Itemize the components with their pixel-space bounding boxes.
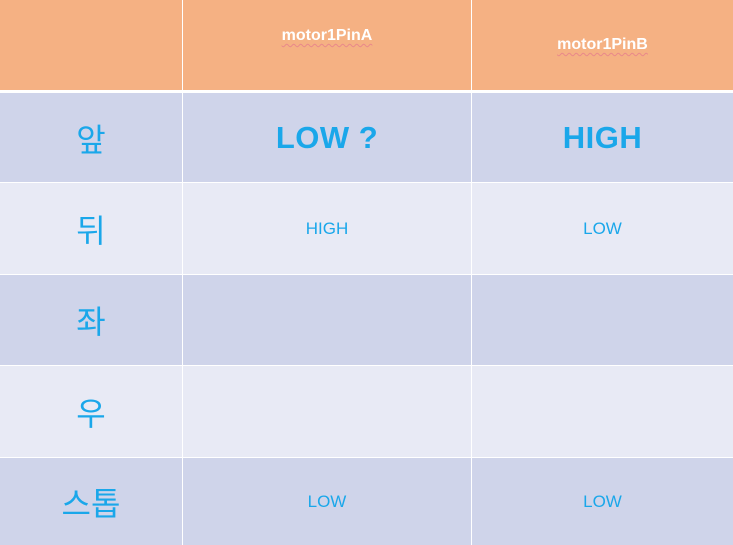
row-label-cell: 뒤: [0, 183, 183, 274]
cell-motor1pinb: LOW: [472, 183, 733, 274]
header-label-motor1pinb: motor1PinB: [557, 36, 648, 53]
row-label: 스톱: [61, 484, 121, 523]
cell-motor1pina: [183, 366, 472, 457]
table-row: 뒤 HIGH LOW: [0, 183, 733, 274]
row-label-cell: 앞: [0, 93, 183, 182]
cell-motor1pinb: [472, 366, 733, 457]
value-motor1pinb: LOW: [583, 218, 622, 238]
cell-motor1pinb: LOW: [472, 458, 733, 545]
row-divider: [0, 274, 733, 275]
row-label-cell: 우: [0, 366, 183, 457]
table-row: 앞 LOW ? HIGH: [0, 93, 733, 182]
table-row: 우: [0, 366, 733, 457]
row-divider: [0, 365, 733, 366]
table-row: 스톱 LOW LOW: [0, 458, 733, 545]
row-divider: [0, 457, 733, 458]
header-cell-motor1pinb: motor1PinB: [472, 0, 733, 90]
cell-motor1pina: HIGH: [183, 183, 472, 274]
cell-motor1pina: [183, 275, 472, 365]
table-header-row: motor1PinA motor1PinB: [0, 0, 733, 90]
cell-motor1pina: LOW ?: [183, 93, 472, 182]
table-row: 좌: [0, 275, 733, 365]
header-label-motor1pina: motor1PinA: [281, 27, 373, 44]
header-cell-motor1pina: motor1PinA: [183, 0, 472, 90]
row-divider: [0, 182, 733, 183]
cell-motor1pinb: [472, 275, 733, 365]
cell-motor1pina: LOW: [183, 458, 472, 545]
value-motor1pinb: HIGH: [562, 119, 643, 155]
row-label-cell: 스톱: [0, 458, 183, 545]
row-label: 좌: [76, 303, 106, 341]
value-motor1pina: HIGH: [305, 218, 349, 238]
value-motor1pina: LOW ?: [275, 119, 379, 155]
header-divider: [0, 90, 733, 93]
value-motor1pinb: LOW: [583, 491, 622, 511]
value-motor1pina: LOW: [307, 491, 347, 511]
header-corner-cell: [0, 0, 183, 90]
row-label: 우: [76, 394, 106, 433]
row-label-cell: 좌: [0, 275, 183, 365]
row-label: 앞: [76, 120, 106, 159]
row-label: 뒤: [76, 211, 106, 250]
cell-motor1pinb: HIGH: [472, 93, 733, 182]
